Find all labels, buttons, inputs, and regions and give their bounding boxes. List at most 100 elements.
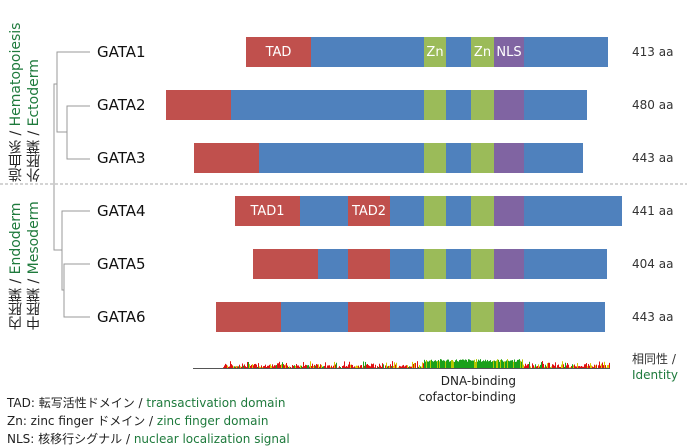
- identity-mark: [256, 364, 257, 368]
- identity-mark: [354, 366, 355, 368]
- identity-mark: [407, 365, 408, 368]
- identity-mark: [276, 365, 277, 368]
- identity-mark: [483, 360, 484, 368]
- identity-mark: [236, 365, 237, 368]
- identity-mark: [454, 361, 455, 368]
- identity-mark: [388, 365, 389, 368]
- identity-mark: [363, 361, 364, 368]
- identity-mark: [303, 362, 304, 368]
- identity-mark: [260, 366, 261, 368]
- legend-item-zn: Zn: zinc finger ドメイン / zinc finger domai…: [7, 412, 290, 430]
- identity-mark: [429, 360, 430, 368]
- identity-mark: [590, 363, 591, 368]
- zn-domain: [471, 90, 494, 120]
- identity-mark: [561, 364, 562, 368]
- identity-mark: [493, 360, 494, 368]
- identity-mark: [330, 366, 331, 368]
- identity-mark: [356, 365, 357, 368]
- identity-mark: [497, 359, 498, 368]
- identity-mark: [394, 362, 395, 368]
- identity-mark: [487, 359, 488, 368]
- identity-mark: [294, 365, 295, 368]
- identity-mark: [426, 359, 427, 368]
- tad1-domain: TAD1: [235, 196, 300, 226]
- identity-mark: [427, 361, 428, 368]
- identity-mark: [446, 360, 447, 368]
- identity-mark: [557, 365, 558, 368]
- identity-mark: [608, 364, 609, 368]
- identity-mark: [552, 364, 553, 368]
- identity-mark: [516, 361, 517, 368]
- nls-domain: [494, 143, 524, 173]
- identity-mark: [399, 365, 400, 368]
- identity-mark: [357, 365, 358, 368]
- identity-mark: [299, 366, 300, 368]
- identity-mark: [530, 366, 531, 368]
- identity-mark: [437, 360, 438, 368]
- identity-mark: [607, 365, 608, 368]
- identity-mark: [403, 364, 404, 368]
- nls-domain: [494, 249, 524, 279]
- identity-mark: [492, 361, 493, 368]
- protein-name: GATA2: [97, 96, 146, 114]
- identity-mark: [283, 364, 284, 368]
- identity-mark: [314, 364, 315, 368]
- identity-mark: [553, 364, 554, 368]
- identity-mark: [421, 366, 422, 368]
- identity-mark: [455, 360, 456, 368]
- identity-mark: [464, 360, 465, 368]
- linker: [446, 249, 471, 279]
- identity-mark: [419, 365, 420, 368]
- identity-mark: [459, 360, 460, 368]
- linker: [318, 249, 348, 279]
- identity-mark: [432, 361, 433, 368]
- identity-mark: [264, 365, 265, 368]
- identity-mark: [527, 364, 528, 368]
- identity-mark: [324, 365, 325, 368]
- identity-mark: [456, 359, 457, 368]
- identity-mark: [281, 364, 282, 368]
- identity-mark: [478, 359, 479, 368]
- identity-mark: [380, 365, 381, 368]
- identity-mark: [270, 364, 271, 368]
- identity-mark: [381, 366, 382, 368]
- identity-mark: [293, 365, 294, 368]
- identity-mark: [422, 362, 423, 368]
- identity-mark: [518, 359, 519, 368]
- identity-mark: [463, 359, 464, 368]
- identity-mark: [295, 365, 296, 368]
- identity-mark: [453, 361, 454, 368]
- identity-mark: [389, 365, 390, 368]
- identity-mark: [510, 360, 511, 368]
- identity-mark: [359, 366, 360, 368]
- identity-mark: [441, 359, 442, 368]
- identity-mark: [390, 364, 391, 368]
- identity-mark: [369, 365, 370, 368]
- identity-mark: [568, 364, 569, 368]
- identity-mark: [593, 367, 594, 368]
- identity-mark: [504, 361, 505, 368]
- identity-mark: [255, 363, 256, 368]
- identity-mark: [581, 366, 582, 368]
- identity-mark: [346, 366, 347, 368]
- zn-domain: [471, 302, 494, 332]
- linker: [446, 143, 471, 173]
- identity-mark: [499, 361, 500, 368]
- identity-mark: [462, 359, 463, 368]
- identity-mark: [566, 365, 567, 368]
- identity-mark: [560, 366, 561, 368]
- dna-binding-note: DNA-binding: [440, 374, 516, 388]
- identity-mark: [244, 364, 245, 368]
- identity-mark: [271, 366, 272, 368]
- linker: [311, 37, 424, 67]
- identity-mark: [375, 364, 376, 368]
- c-terminal: [524, 196, 622, 226]
- identity-mark: [249, 364, 250, 368]
- identity-mark: [415, 362, 416, 368]
- identity-mark: [425, 361, 426, 368]
- identity-mark: [361, 364, 362, 368]
- identity-mark: [352, 364, 353, 368]
- identity-mark: [414, 362, 415, 368]
- identity-mark: [395, 364, 396, 368]
